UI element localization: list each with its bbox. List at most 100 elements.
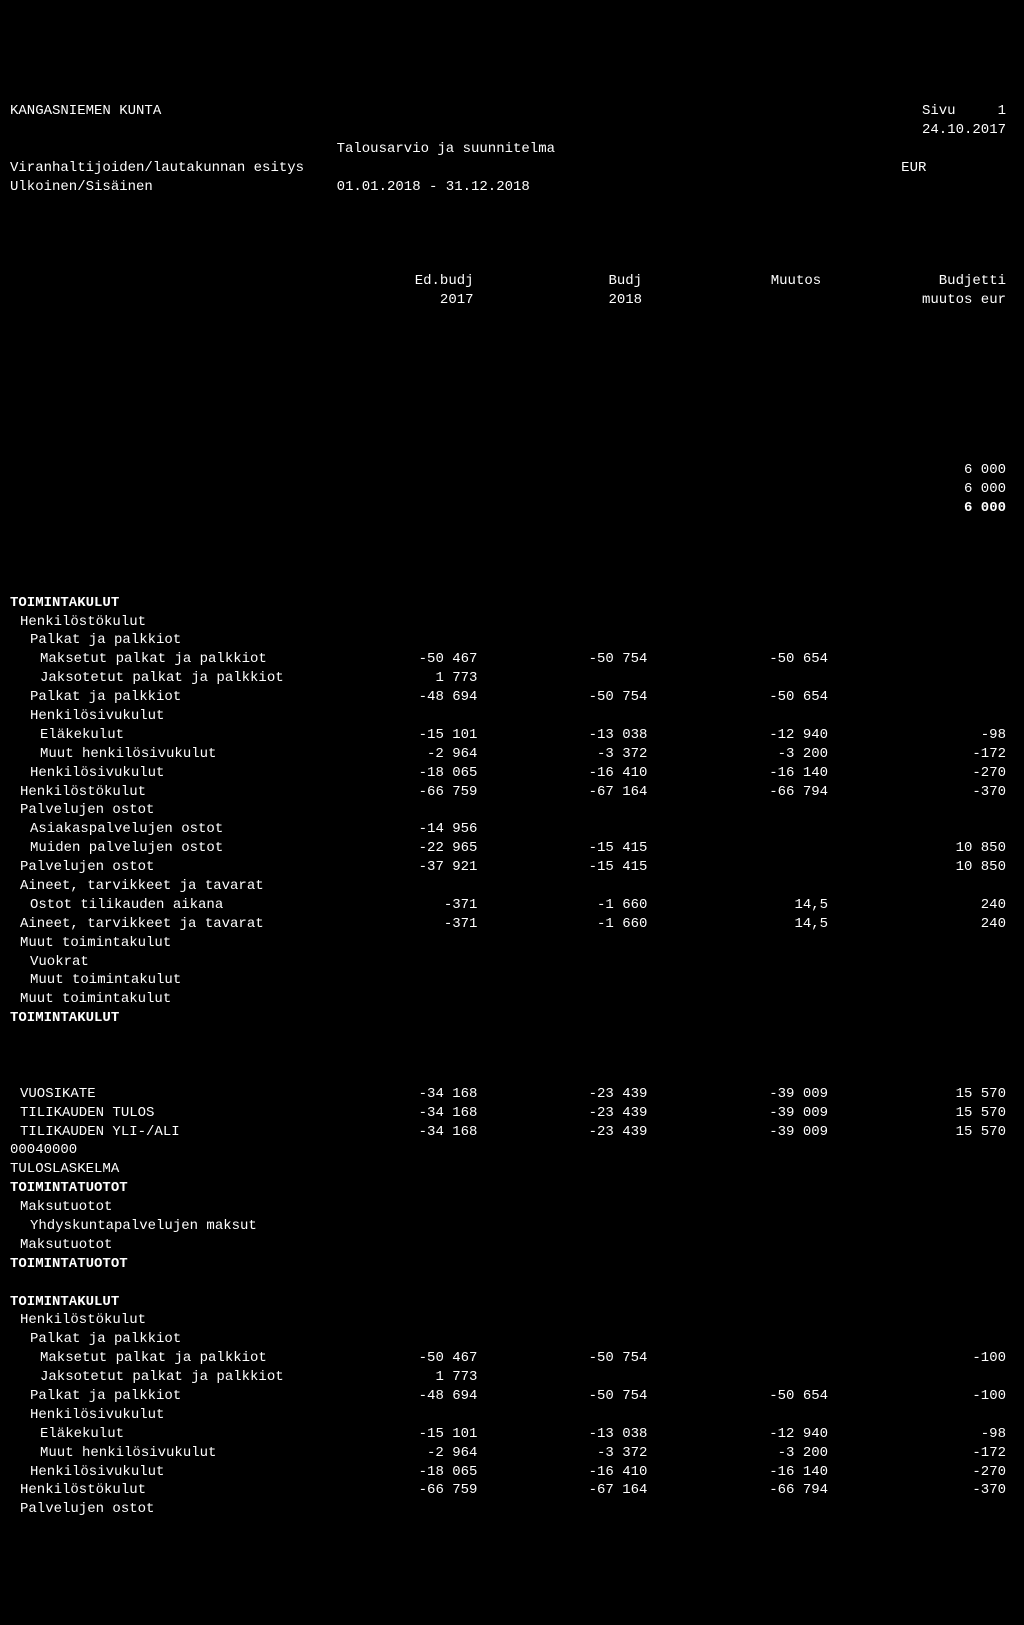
cell-muutos [647,1330,828,1349]
cell-budj [477,594,647,613]
table-row: Henkilöstökulut-66 759-67 164-66 794-370 [10,1481,1014,1500]
cell-ed: 1 773 [339,669,477,688]
cell-budj [477,1500,647,1519]
row-label: TULOSLASKELMA [10,1160,339,1179]
table-row: Henkilösivukulut-18 065-16 410-16 140-27… [10,764,1014,783]
cell-muutos [647,594,828,613]
row-label: Palkat ja palkkiot [10,631,339,650]
cell-budj: -50 754 [477,1349,647,1368]
row-label: Henkilöstökulut [10,613,339,632]
row-label: Muut henkilösivukulut [10,745,339,764]
table-row: TOIMINTATUOTOT [10,1255,1014,1274]
cell-eur [828,688,1014,707]
cell-ed [339,1009,477,1028]
cell-ed: -34 168 [339,1104,477,1123]
cell-muutos: -16 140 [647,764,828,783]
cell-eur: 240 [828,896,1014,915]
row-label: Asiakaspalvelujen ostot [10,820,339,839]
cell-eur [828,1217,1014,1236]
table-row: Palvelujen ostot [10,801,1014,820]
cell-eur [828,1311,1014,1330]
table-row: Palkat ja palkkiot-48 694-50 754-50 654 [10,688,1014,707]
row-label: Muut toimintakulut [10,971,339,990]
table-row: Palkat ja palkkiot-48 694-50 754-50 654-… [10,1387,1014,1406]
data-table: TOIMINTAKULUTHenkilöstökulutPalkat ja pa… [10,594,1014,1520]
cell-muutos [647,1179,828,1198]
cell-ed: -371 [339,915,477,934]
header-block: KANGASNIEMEN KUNTA Sivu 1 24.10.2017 Tal… [10,102,1014,196]
table-row: TOIMINTAKULUT [10,594,1014,613]
cell-eur: 10 850 [828,839,1014,858]
cell-muutos [647,1311,828,1330]
cell-budj: -15 415 [477,839,647,858]
cell-eur [828,1500,1014,1519]
cell-ed [339,1255,477,1274]
table-row [10,1047,1014,1066]
row-label: Henkilösivukulut [10,764,339,783]
cell-ed: -48 694 [339,1387,477,1406]
row-label: 00040000 [10,1141,339,1160]
cell-budj: -16 410 [477,764,647,783]
cell-muutos: -39 009 [647,1085,828,1104]
cell-muutos: -66 794 [647,783,828,802]
row-label: TOIMINTAKULUT [10,594,339,613]
cell-muutos [647,971,828,990]
cell-budj [477,1293,647,1312]
cell-ed: -18 065 [339,1463,477,1482]
table-row: Muut toimintakulut [10,990,1014,1009]
cell-eur [828,1406,1014,1425]
row-label: Palvelujen ostot [10,858,339,877]
cell-ed: -15 101 [339,1425,477,1444]
cell-eur [828,1255,1014,1274]
table-row: Maksutuotot [10,1236,1014,1255]
table-row: VUOSIKATE-34 168-23 439-39 00915 570 [10,1085,1014,1104]
cell-budj: -50 754 [477,650,647,669]
row-label: Palkat ja palkkiot [10,688,339,707]
table-row: Eläkekulut-15 101-13 038-12 940-98 [10,1425,1014,1444]
cell-eur: -172 [828,745,1014,764]
cell-eur: -370 [828,1481,1014,1500]
row-label: Henkilöstökulut [10,1311,339,1330]
table-row: TULOSLASKELMA [10,1160,1014,1179]
cell-muutos [647,1368,828,1387]
cell-eur [828,631,1014,650]
row-label: Henkilösivukulut [10,707,339,726]
cell-ed: -48 694 [339,688,477,707]
cell-budj [477,801,647,820]
cell-ed [339,707,477,726]
table-row: TILIKAUDEN YLI-/ALI-34 168-23 439-39 009… [10,1123,1014,1142]
cell-budj [477,1009,647,1028]
table-row: Vuokrat [10,953,1014,972]
cell-ed: -50 467 [339,1349,477,1368]
cell-budj [477,877,647,896]
cell-budj: -13 038 [477,726,647,745]
cell-budj: -16 410 [477,1463,647,1482]
cell-muutos: -39 009 [647,1123,828,1142]
row-label: Vuokrat [10,953,339,972]
row-label: Aineet, tarvikkeet ja tavarat [10,877,339,896]
row-label: Muiden palvelujen ostot [10,839,339,858]
cell-budj [477,613,647,632]
cell-eur: 15 570 [828,1085,1014,1104]
row-label: Muut toimintakulut [10,990,339,1009]
cell-budj [477,990,647,1009]
row-label: VUOSIKATE [10,1085,339,1104]
table-row: TOIMINTATUOTOT [10,1179,1014,1198]
col-muutos: Muutos [642,272,821,291]
table-row: Maksetut palkat ja palkkiot-50 467-50 75… [10,650,1014,669]
cell-budj: -3 372 [477,745,647,764]
cell-muutos [647,934,828,953]
cell-ed: -50 467 [339,650,477,669]
cell-muutos: -16 140 [647,1463,828,1482]
cell-eur [828,613,1014,632]
cell-ed [339,1330,477,1349]
cell-budj [477,1406,647,1425]
cell-budj: -50 754 [477,1387,647,1406]
cell-muutos [647,1255,828,1274]
cell-ed [339,631,477,650]
cell-muutos [647,839,828,858]
cell-eur: 10 850 [828,858,1014,877]
cell-eur [828,707,1014,726]
cell-eur [828,650,1014,669]
doc-title: Talousarvio ja suunnitelma [337,140,643,159]
